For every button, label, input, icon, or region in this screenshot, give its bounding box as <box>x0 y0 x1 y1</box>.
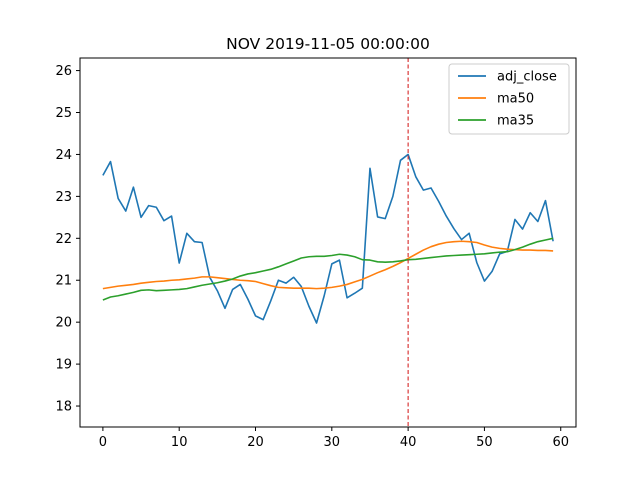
series-line-ma50 <box>102 240 554 290</box>
y-tick-label: 20 <box>55 316 72 331</box>
y-tick-label: 24 <box>55 148 72 163</box>
x-tick-label: 20 <box>247 435 264 450</box>
x-tick-label: 10 <box>171 435 188 450</box>
y-tick-label: 26 <box>55 64 72 79</box>
chart-title: NOV 2019-11-05 00:00:00 <box>226 35 430 53</box>
legend-label-ma35: ma35 <box>497 114 534 129</box>
series-line-adj_close <box>102 153 554 324</box>
series-line-ma35 <box>102 237 554 301</box>
x-tick-label: 40 <box>400 435 417 450</box>
x-tick-label: 30 <box>324 435 341 450</box>
y-tick-label: 19 <box>55 358 72 373</box>
x-tick-label: 50 <box>476 435 493 450</box>
axes-frame <box>79 57 577 428</box>
y-tick-label: 18 <box>55 400 72 415</box>
y-tick-label: 23 <box>55 190 72 205</box>
legend: adj_close ma50 ma35 <box>448 63 570 135</box>
legend-label-adj_close: adj_close <box>497 70 557 85</box>
legend-box <box>448 63 570 135</box>
y-tick-label: 21 <box>55 274 72 289</box>
plot-area <box>102 58 554 427</box>
legend-label-ma50: ma50 <box>497 92 534 107</box>
axes: 0 10 20 30 40 50 60 18 19 20 21 22 23 24 25 26 <box>55 57 577 450</box>
y-tick-label: 22 <box>55 232 72 247</box>
y-tick-label: 25 <box>55 106 72 121</box>
x-tick-label: 60 <box>552 435 569 450</box>
x-tick-label: 0 <box>99 435 107 450</box>
